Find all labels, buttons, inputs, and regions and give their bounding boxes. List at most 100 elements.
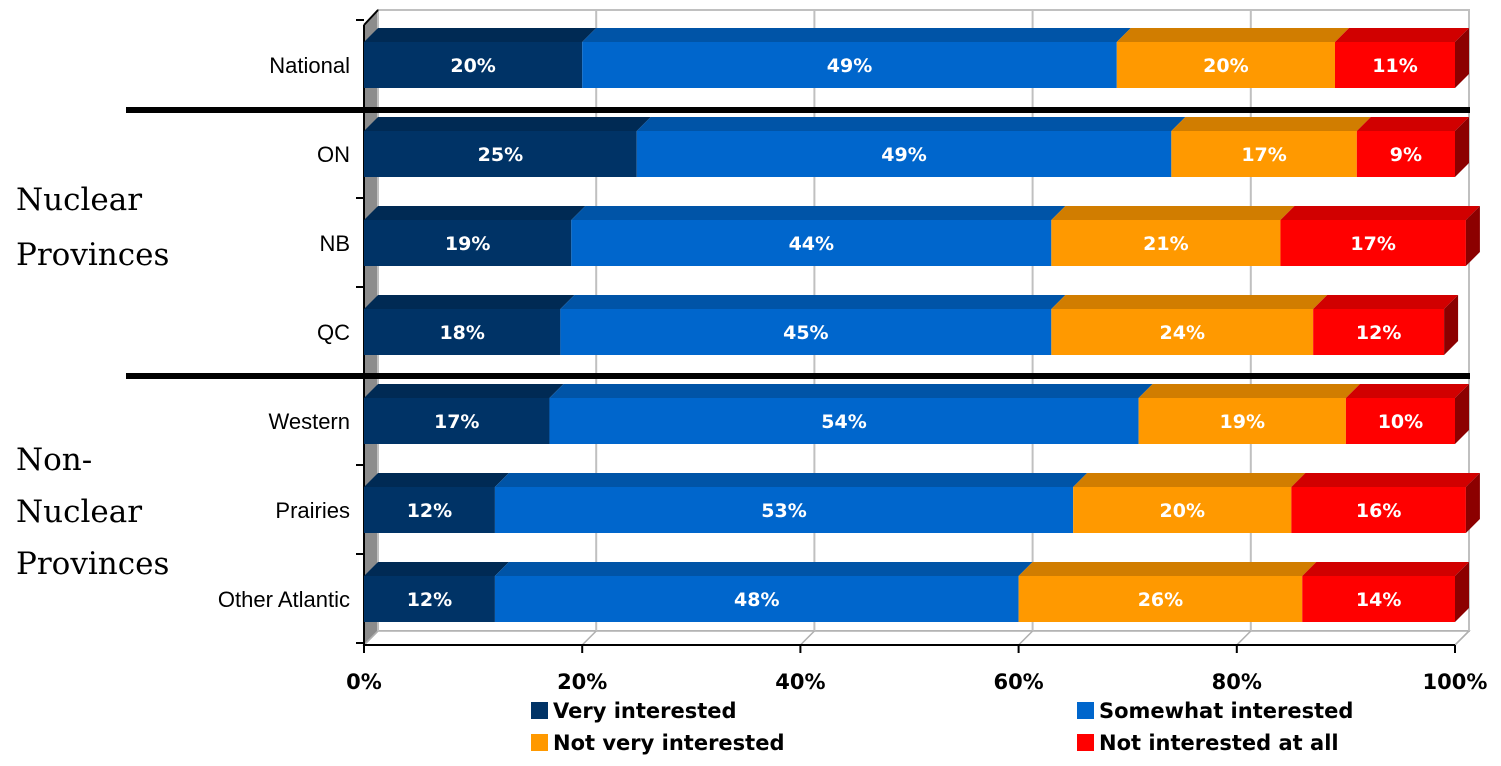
group-labels: Nuclear Provinces Non- Nuclear Provinces <box>16 182 169 582</box>
x-tick-labels: 0% 20% 40% 60% 80% 100% <box>346 670 1487 694</box>
data-label: 25% <box>478 144 523 166</box>
bar-segment-top <box>364 295 575 309</box>
bar-segment-top <box>636 117 1186 131</box>
bar-segment <box>1356 131 1455 177</box>
y-axis-top-edge <box>363 9 379 26</box>
legend-swatch <box>531 702 548 719</box>
bar-segment <box>494 576 1019 622</box>
legend-swatch <box>531 734 548 751</box>
bar-segment <box>1171 131 1357 177</box>
data-label: 10% <box>1378 411 1423 433</box>
data-label: 20% <box>1203 55 1248 77</box>
legend-swatch <box>1077 702 1094 719</box>
data-label: 9% <box>1390 144 1422 166</box>
data-label: 16% <box>1356 500 1401 522</box>
data-label: 20% <box>450 55 495 77</box>
data-label: 17% <box>434 411 479 433</box>
x-tick-label: 80% <box>1212 670 1262 694</box>
bar-segment-side <box>1455 384 1469 444</box>
bar-segment <box>364 42 583 88</box>
gridline-floor <box>581 630 597 646</box>
bar-segment <box>1291 487 1466 533</box>
x-tick-label: 60% <box>993 670 1043 694</box>
bar-segment <box>494 487 1074 533</box>
bar-segment-top <box>494 473 1088 487</box>
data-label: 11% <box>1372 55 1417 77</box>
bar-segment-top <box>494 562 1033 576</box>
bar-segment-top <box>1334 28 1469 42</box>
data-label: 49% <box>881 144 926 166</box>
data-label: 49% <box>827 55 872 77</box>
legend-swatch <box>1077 734 1094 751</box>
group-label-line: Non- <box>16 442 92 478</box>
bar-segment <box>1051 309 1314 355</box>
legend-label: Not interested at all <box>1099 731 1339 755</box>
bar-segment <box>364 487 495 533</box>
bar-segment-top <box>1018 562 1317 576</box>
bar-segment-top <box>1356 117 1469 131</box>
bar-segment <box>1345 398 1455 444</box>
bar-segment-top <box>1138 384 1360 398</box>
bar-segment-top <box>1302 562 1469 576</box>
data-label: 45% <box>783 322 828 344</box>
bar-segment-top <box>560 295 1066 309</box>
bar-segment-top <box>1073 473 1306 487</box>
bar-segment <box>1116 42 1335 88</box>
bar-segment-side <box>1465 206 1480 266</box>
x-tick-label: 0% <box>346 670 382 694</box>
legend-label: Very interested <box>553 699 737 723</box>
bar-segment <box>364 576 495 622</box>
data-label: 19% <box>445 233 490 255</box>
gridline-floor <box>1018 630 1034 646</box>
bar-segment-top <box>364 206 586 220</box>
bar-segment-top <box>582 28 1131 42</box>
bars: 20% 49% 20% 11% 25% 49% 17% 9% 19% 44% 21% 17% 18% 45… <box>364 28 1480 622</box>
bar-segment-top <box>1345 384 1469 398</box>
data-label: 44% <box>789 233 834 255</box>
bar-segment-top <box>1051 295 1328 309</box>
bar-segment <box>1018 576 1303 622</box>
bar-segment <box>571 220 1052 266</box>
bar-segment <box>1313 309 1445 355</box>
bar-segment-top <box>571 206 1066 220</box>
data-label: 20% <box>1160 500 1205 522</box>
group-label-line: Nuclear <box>16 494 142 530</box>
x-tick-label: 100% <box>1423 670 1488 694</box>
bar-segment <box>364 398 550 444</box>
x-tick-label: 20% <box>557 670 607 694</box>
data-label: 53% <box>761 500 806 522</box>
bar-segment-top <box>1280 206 1480 220</box>
bar-segment-top <box>1291 473 1480 487</box>
bar-segment-top <box>1051 206 1295 220</box>
data-label: 14% <box>1356 589 1401 611</box>
bar-segment-side <box>1455 117 1469 177</box>
gridline-floor <box>363 630 379 646</box>
data-label: 48% <box>734 589 779 611</box>
category-label: QC <box>317 320 350 345</box>
bar-segment <box>1051 220 1281 266</box>
bar-segment <box>1280 220 1466 266</box>
category-labels: National ON NB QC Western Prairies Other Atlan… <box>218 53 350 612</box>
group-label-line: Provinces <box>16 237 169 273</box>
bar-segment <box>1138 398 1346 444</box>
data-label: 21% <box>1143 233 1188 255</box>
bar-segment-top <box>364 117 651 131</box>
bar-segment-top <box>549 384 1153 398</box>
bar-segment <box>1302 576 1455 622</box>
data-label: 12% <box>407 589 452 611</box>
bar-segment <box>1073 487 1292 533</box>
axes <box>126 9 1470 653</box>
gridline-floor <box>1454 630 1470 646</box>
category-label: Western <box>268 409 350 434</box>
x-tick-label: 40% <box>775 670 825 694</box>
bar-segment-side <box>1465 473 1480 533</box>
bar-segment <box>549 398 1139 444</box>
bar-segment-top <box>364 473 509 487</box>
bar-segment-top <box>364 28 597 42</box>
bar-segment-side <box>1455 562 1469 622</box>
bar-segment <box>364 220 572 266</box>
bar-segment <box>636 131 1172 177</box>
plot-floor <box>362 630 1471 646</box>
legend: Very interested Somewhat interested Not ve… <box>531 699 1353 755</box>
